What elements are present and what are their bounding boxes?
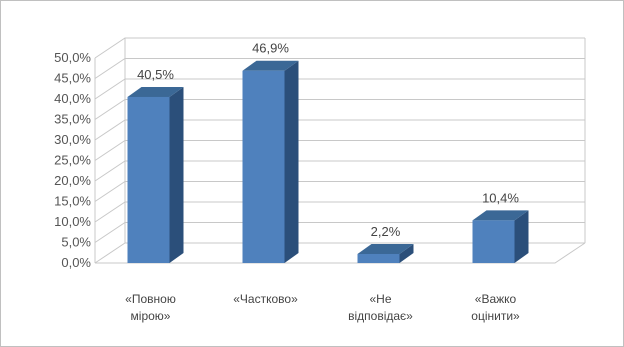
y-tick-label: 15,0%	[54, 194, 91, 209]
bar-top	[127, 86, 184, 97]
gridlines	[94, 37, 586, 264]
data-label: 46,9%	[252, 41, 289, 56]
y-tick-label: 0,0%	[61, 255, 91, 270]
category-labels: «Повною мірою» «Частково» «Не відповідає» «Ва…	[125, 292, 520, 323]
y-tick-label: 5,0%	[61, 235, 91, 250]
bar-side	[284, 60, 299, 264]
category-label: «Важко оцінити»	[471, 292, 520, 323]
category-label: «Повною мірою»	[125, 292, 176, 323]
y-tick-label: 50,0%	[54, 50, 91, 65]
bar-front	[472, 220, 515, 263]
bar-front	[242, 70, 285, 264]
category-label: «Частково»	[233, 292, 298, 306]
bar	[127, 86, 184, 263]
y-tick-label: 40,0%	[54, 91, 91, 106]
bar-side	[514, 210, 529, 263]
y-tick-label: 20,0%	[54, 173, 91, 188]
bar-front	[357, 253, 400, 263]
y-tick-label: 10,0%	[54, 214, 91, 229]
y-tick-label: 25,0%	[54, 153, 91, 168]
bar	[357, 243, 414, 263]
y-tick-label: 45,0%	[54, 71, 91, 86]
bar-top	[242, 60, 299, 71]
data-label: 40,5%	[137, 67, 174, 82]
bar	[242, 60, 299, 264]
bar-top	[472, 210, 529, 221]
bars	[127, 60, 529, 264]
bar	[472, 210, 529, 263]
bar-top	[357, 243, 414, 254]
category-label: «Не відповідає»	[348, 292, 413, 323]
data-label: 10,4%	[482, 190, 519, 205]
bar-front	[127, 96, 170, 263]
data-labels: 40,5% 46,9% 2,2% 10,4%	[137, 41, 519, 239]
y-axis-ticks: 0,0% 5,0% 10,0% 15,0% 20,0% 25,0% 30,0% 35,0% 40…	[54, 50, 91, 270]
data-label: 2,2%	[371, 224, 401, 239]
bar-side	[169, 86, 184, 263]
y-tick-label: 35,0%	[54, 112, 91, 127]
bar-side	[399, 243, 414, 263]
y-tick-label: 30,0%	[54, 132, 91, 147]
